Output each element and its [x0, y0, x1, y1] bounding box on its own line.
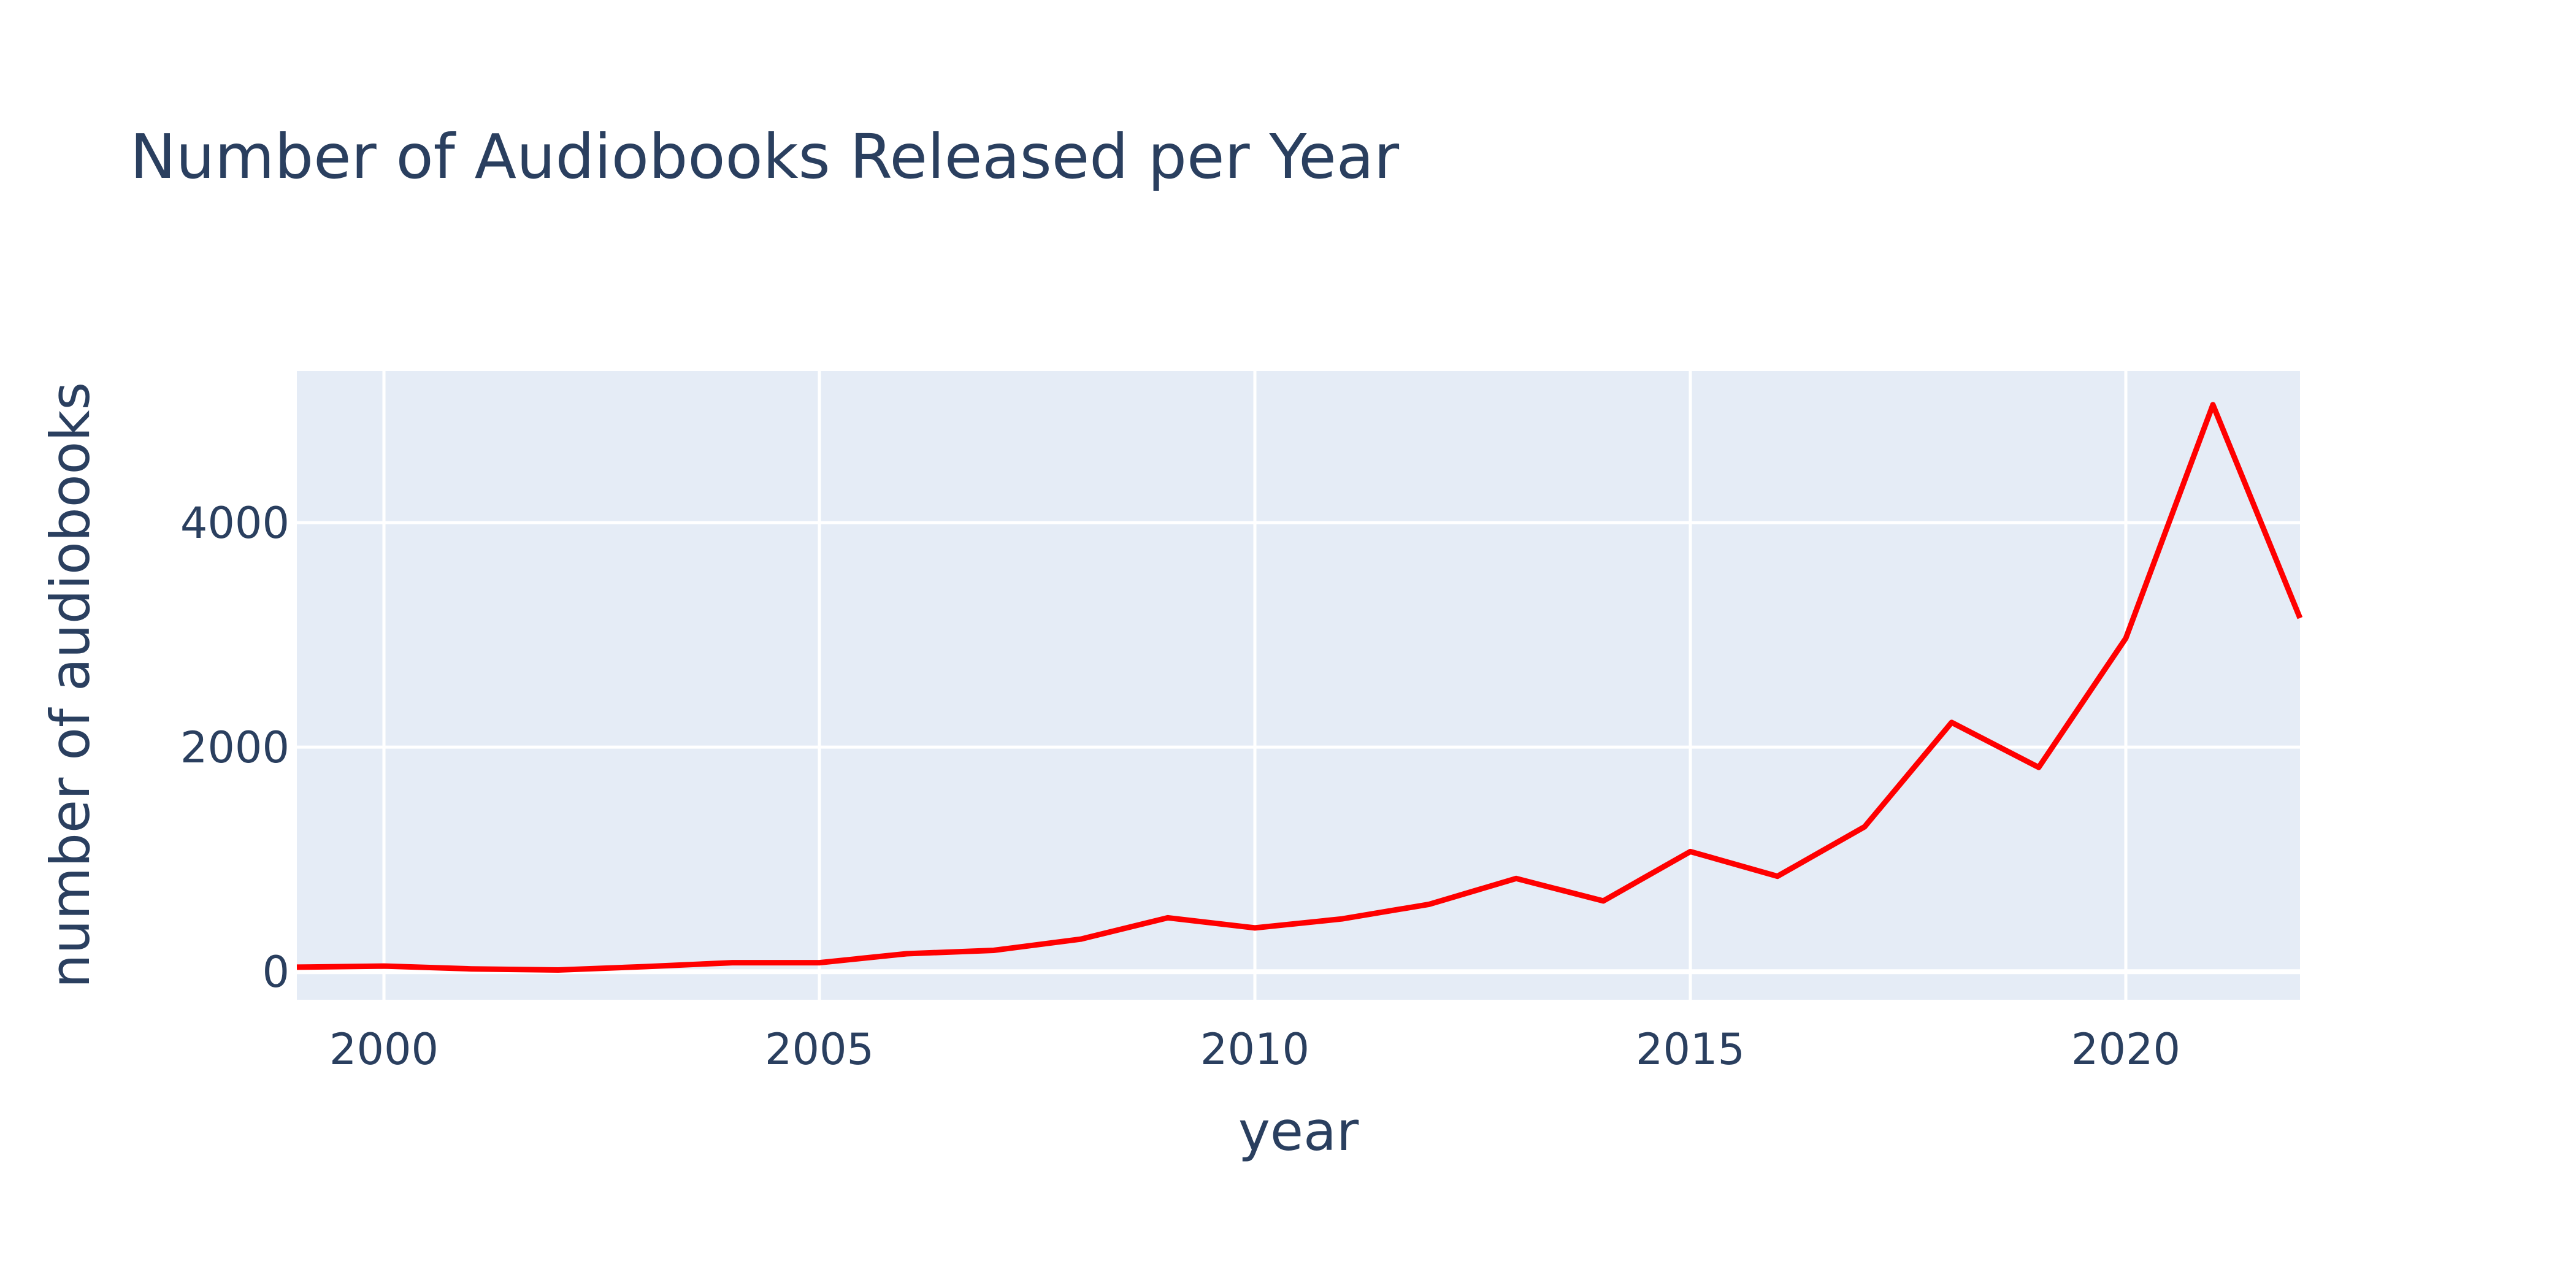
x-axis-label: year	[1238, 1100, 1359, 1163]
data-point-2016	[1775, 874, 1780, 879]
data-point-2013	[1514, 876, 1519, 881]
x-tick-label-2015: 2015	[1636, 1024, 1745, 1075]
series-layer	[294, 402, 2303, 973]
data-point-2000	[381, 964, 386, 968]
x-tick-label-2020: 2020	[2071, 1024, 2180, 1075]
data-point-2017	[1862, 824, 1867, 829]
data-point-2015	[1688, 849, 1693, 854]
data-point-2021	[2210, 402, 2215, 407]
data-point-2001	[469, 967, 473, 972]
data-point-1999	[294, 965, 299, 970]
x-tick-label-2000: 2000	[329, 1024, 439, 1075]
y-tick-label-2000: 2000	[180, 723, 289, 773]
chart-title: Number of Audiobooks Released per Year	[130, 121, 1400, 193]
x-tick-label-2010: 2010	[1200, 1024, 1309, 1075]
data-point-2010	[1252, 926, 1257, 930]
data-point-2009	[1165, 915, 1170, 920]
data-point-2014	[1601, 899, 1606, 903]
data-point-2005	[817, 960, 822, 965]
x-tick-label-2005: 2005	[765, 1024, 874, 1075]
data-point-2006	[904, 951, 909, 956]
series-line-audiobooks	[296, 402, 2303, 973]
y-tick-label-4000: 4000	[180, 498, 289, 548]
data-point-2020	[2123, 636, 2128, 641]
data-point-2004	[730, 960, 735, 965]
data-point-2003	[643, 964, 648, 969]
y-axis-label: number of audiobooks	[39, 382, 102, 988]
data-point-2022	[2298, 616, 2302, 621]
data-point-2018	[1949, 720, 1954, 725]
tick-labels: 2000 2005 2010 2015 2020 0 2000 4000	[180, 498, 2180, 1075]
data-point-2012	[1427, 902, 1432, 907]
data-point-2019	[2036, 765, 2041, 770]
plot-area	[297, 371, 2300, 1000]
data-point-2008	[1078, 937, 1083, 941]
grid-lines	[297, 371, 2300, 1000]
data-point-2002	[556, 968, 561, 973]
y-tick-label-0: 0	[262, 947, 289, 997]
data-point-2011	[1340, 916, 1344, 921]
data-point-2007	[991, 948, 996, 953]
